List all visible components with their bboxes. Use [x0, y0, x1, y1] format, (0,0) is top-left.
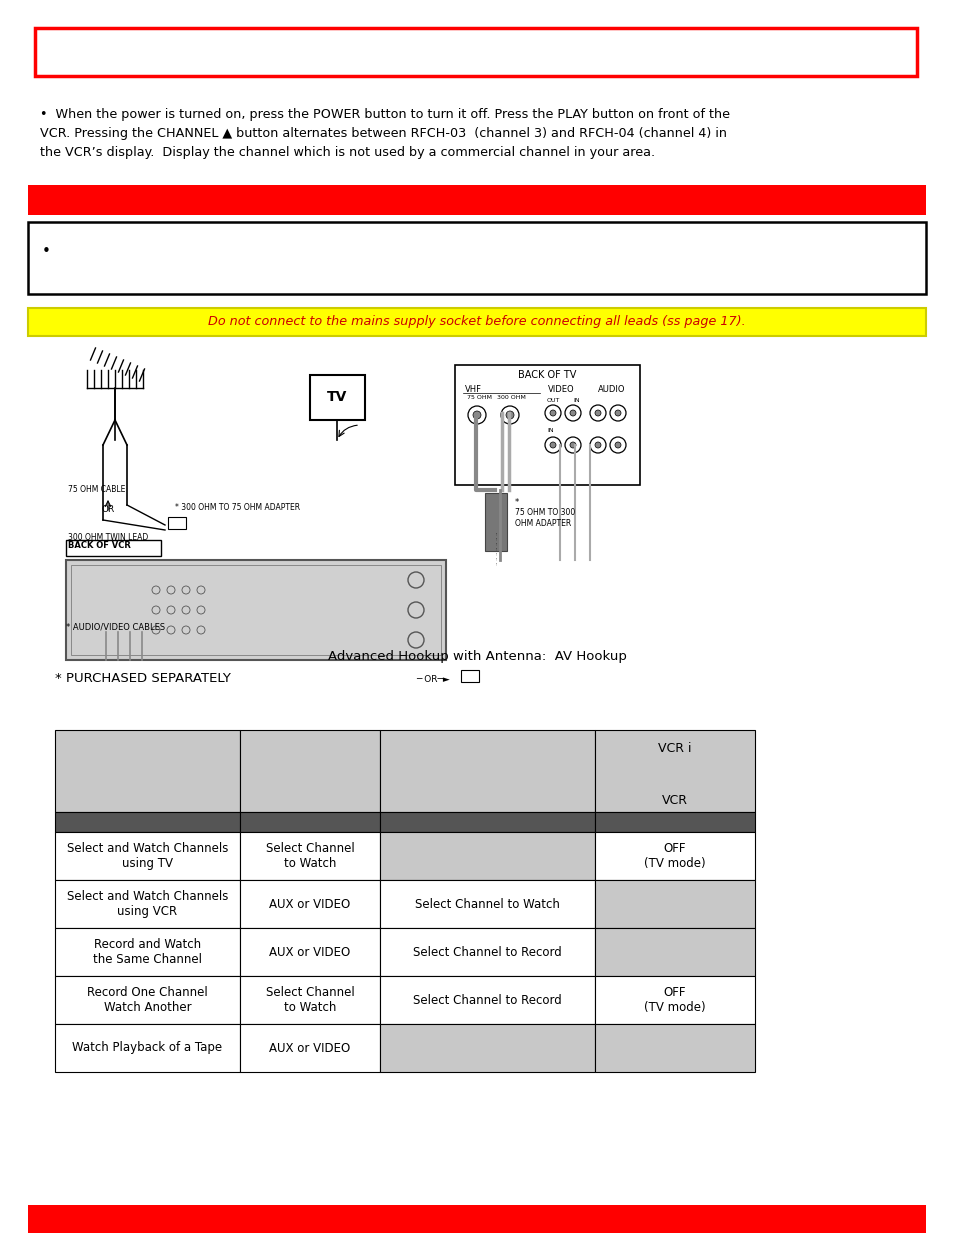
Circle shape [615, 410, 620, 416]
Text: * PURCHASED SEPARATELY: * PURCHASED SEPARATELY [55, 672, 231, 685]
Text: Select Channel to Record: Select Channel to Record [413, 993, 561, 1007]
Text: Record and Watch
the Same Channel: Record and Watch the Same Channel [92, 939, 202, 966]
Text: * 300 OHM TO 75 OHM ADAPTER: * 300 OHM TO 75 OHM ADAPTER [174, 503, 300, 513]
Bar [379, 1024, 595, 1072]
Text: Select Channel
to Watch: Select Channel to Watch [265, 842, 354, 869]
Bar [310, 375, 365, 420]
Text: 300 OHM: 300 OHM [497, 395, 525, 400]
Circle shape [505, 411, 514, 419]
Bar [595, 881, 754, 927]
Text: VIDEO: VIDEO [547, 385, 574, 394]
Bar [240, 811, 379, 832]
Bar [240, 976, 379, 1024]
Text: VCR. Pressing the CHANNEL ▲ button alternates between RFCH-03  (channel 3) and R: VCR. Pressing the CHANNEL ▲ button alter… [40, 127, 726, 140]
Bar [168, 517, 186, 529]
Bar [28, 222, 925, 294]
Text: 75 OHM CABLE: 75 OHM CABLE [68, 485, 125, 494]
Text: IN: IN [573, 398, 579, 403]
Text: VCR: VCR [661, 794, 687, 806]
Bar [379, 811, 595, 832]
Text: Advanced Hookup with Antenna:  AV Hookup: Advanced Hookup with Antenna: AV Hookup [327, 650, 626, 663]
Circle shape [550, 442, 556, 448]
Text: OFF
(TV mode): OFF (TV mode) [643, 986, 705, 1014]
Text: AUX or VIDEO: AUX or VIDEO [269, 946, 351, 958]
Bar [379, 730, 595, 811]
Text: TV: TV [327, 390, 347, 404]
Text: •: • [42, 245, 51, 259]
Text: OHM ADAPTER: OHM ADAPTER [515, 519, 571, 529]
Bar [595, 976, 754, 1024]
Circle shape [550, 410, 556, 416]
Bar [28, 1205, 925, 1233]
Bar [55, 730, 240, 811]
Bar [379, 881, 595, 927]
Bar [595, 927, 754, 976]
Circle shape [595, 410, 600, 416]
Bar [55, 832, 240, 881]
Bar [28, 185, 925, 215]
Bar [460, 671, 478, 682]
Circle shape [569, 410, 576, 416]
Bar [595, 1024, 754, 1072]
Bar [55, 1024, 240, 1072]
Text: Select Channel to Record: Select Channel to Record [413, 946, 561, 958]
Circle shape [473, 411, 480, 419]
Text: OR: OR [101, 505, 114, 514]
Bar [595, 832, 754, 881]
Bar [66, 540, 161, 556]
Text: the VCR’s display.  Display the channel which is not used by a commercial channe: the VCR’s display. Display the channel w… [40, 146, 655, 159]
Text: 75 OHM: 75 OHM [467, 395, 492, 400]
Bar [55, 345, 894, 640]
Text: Do not connect to the mains supply socket before connecting all leads (ss page 1: Do not connect to the mains supply socke… [208, 315, 745, 329]
Bar [484, 493, 506, 551]
Text: IN: IN [546, 429, 553, 433]
Text: AUDIO: AUDIO [598, 385, 625, 394]
Text: * AUDIO/VIDEO CABLES: * AUDIO/VIDEO CABLES [67, 622, 166, 631]
Bar [71, 564, 440, 655]
Text: 300 OHM TWIN LEAD: 300 OHM TWIN LEAD [68, 534, 148, 542]
Text: Select and Watch Channels
using VCR: Select and Watch Channels using VCR [67, 890, 228, 918]
Circle shape [569, 442, 576, 448]
Text: Record One Channel
Watch Another: Record One Channel Watch Another [87, 986, 208, 1014]
Bar [55, 976, 240, 1024]
Bar [240, 832, 379, 881]
Text: •  When the power is turned on, press the POWER button to turn it off. Press the: • When the power is turned on, press the… [40, 107, 729, 121]
Text: VHF: VHF [464, 385, 481, 394]
Text: OFF
(TV mode): OFF (TV mode) [643, 842, 705, 869]
Bar [35, 28, 916, 77]
Bar [240, 881, 379, 927]
Text: BACK OF VCR: BACK OF VCR [68, 541, 131, 550]
Bar [379, 832, 595, 881]
Bar [240, 1024, 379, 1072]
Bar [55, 881, 240, 927]
Text: Select and Watch Channels
using TV: Select and Watch Channels using TV [67, 842, 228, 869]
Circle shape [595, 442, 600, 448]
Text: BACK OF TV: BACK OF TV [517, 370, 576, 380]
Bar [66, 559, 446, 659]
Bar [55, 927, 240, 976]
Text: Select Channel
to Watch: Select Channel to Watch [265, 986, 354, 1014]
Circle shape [615, 442, 620, 448]
Text: Select Channel to Watch: Select Channel to Watch [415, 898, 559, 910]
Bar [595, 811, 754, 832]
Bar [240, 730, 379, 811]
Text: Watch Playback of a Tape: Watch Playback of a Tape [72, 1041, 222, 1055]
Bar [240, 927, 379, 976]
Bar [595, 730, 754, 811]
Text: *: * [515, 498, 518, 508]
Text: AUX or VIDEO: AUX or VIDEO [269, 898, 351, 910]
Bar [379, 927, 595, 976]
Bar [55, 811, 240, 832]
Text: AUX or VIDEO: AUX or VIDEO [269, 1041, 351, 1055]
Bar [455, 366, 639, 485]
Text: 75 OHM TO 300: 75 OHM TO 300 [515, 508, 575, 517]
Text: OUT: OUT [546, 398, 559, 403]
Bar [379, 976, 595, 1024]
Text: VCR i: VCR i [658, 742, 691, 755]
Text: ─ OR─►: ─ OR─► [416, 676, 449, 684]
Bar [28, 308, 925, 336]
